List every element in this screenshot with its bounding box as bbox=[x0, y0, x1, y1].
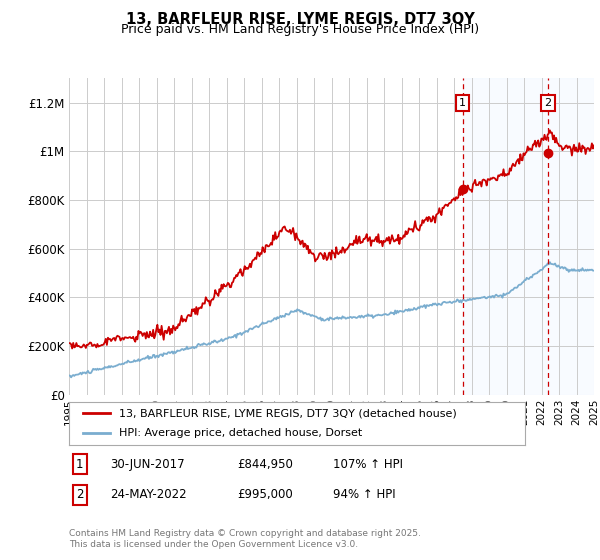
Text: 30-JUN-2017: 30-JUN-2017 bbox=[110, 458, 185, 470]
Text: 94% ↑ HPI: 94% ↑ HPI bbox=[334, 488, 396, 501]
Text: Price paid vs. HM Land Registry's House Price Index (HPI): Price paid vs. HM Land Registry's House … bbox=[121, 22, 479, 36]
Text: 2: 2 bbox=[544, 98, 551, 108]
Text: 13, BARFLEUR RISE, LYME REGIS, DT7 3QY (detached house): 13, BARFLEUR RISE, LYME REGIS, DT7 3QY (… bbox=[119, 408, 457, 418]
Text: 13, BARFLEUR RISE, LYME REGIS, DT7 3QY: 13, BARFLEUR RISE, LYME REGIS, DT7 3QY bbox=[125, 12, 475, 27]
Text: 1: 1 bbox=[76, 458, 83, 470]
Text: £844,950: £844,950 bbox=[238, 458, 293, 470]
Text: 2: 2 bbox=[76, 488, 83, 501]
Text: 1: 1 bbox=[459, 98, 466, 108]
Text: £995,000: £995,000 bbox=[238, 488, 293, 501]
Text: 24-MAY-2022: 24-MAY-2022 bbox=[110, 488, 187, 501]
Text: HPI: Average price, detached house, Dorset: HPI: Average price, detached house, Dors… bbox=[119, 428, 362, 438]
Bar bbox=[463, 78, 594, 395]
Text: Contains HM Land Registry data © Crown copyright and database right 2025.
This d: Contains HM Land Registry data © Crown c… bbox=[69, 529, 421, 549]
Text: 107% ↑ HPI: 107% ↑ HPI bbox=[334, 458, 403, 470]
